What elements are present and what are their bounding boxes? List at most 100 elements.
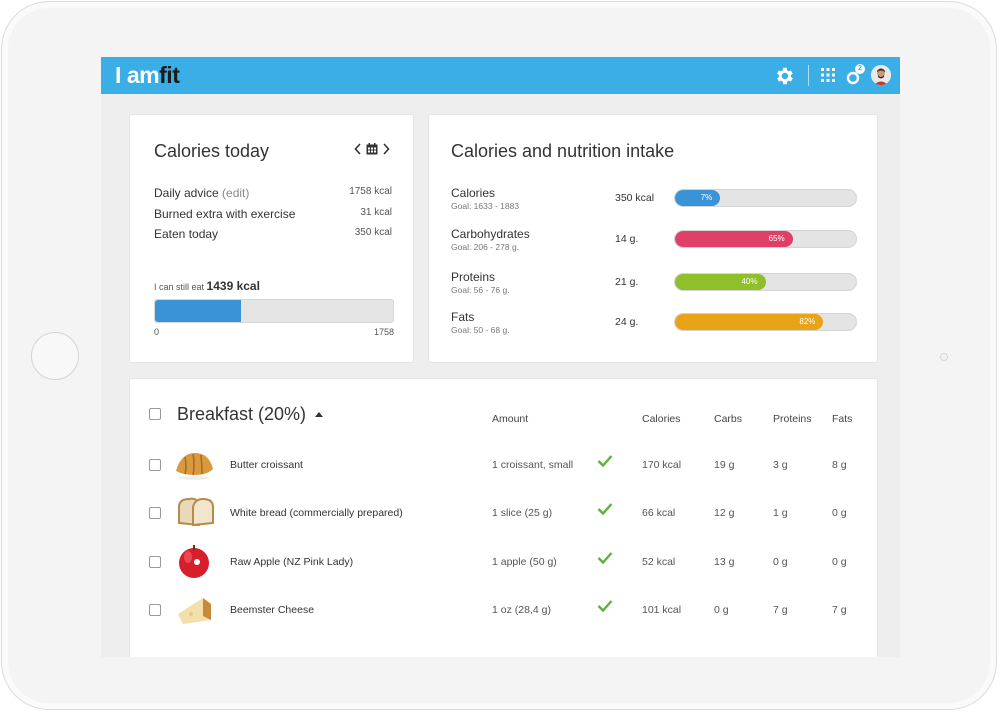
edit-link[interactable]: (edit) bbox=[222, 186, 250, 200]
food-fats: 0 g bbox=[832, 556, 847, 568]
food-proteins: 7 g bbox=[773, 604, 788, 616]
nutrition-row: Proteins Goal: 56 - 76 g. 21 g. 40% bbox=[451, 270, 861, 300]
food-checkbox[interactable] bbox=[149, 556, 161, 568]
food-row[interactable]: Beemster Cheese 1 oz (28,4 g) 101 kcal 0 g 7… bbox=[130, 590, 879, 630]
camera-dot bbox=[940, 353, 948, 361]
nutrient-progress-fill: 7% bbox=[675, 190, 721, 206]
chevron-right-icon[interactable] bbox=[382, 143, 390, 155]
food-checkbox[interactable] bbox=[149, 459, 161, 471]
food-fats: 0 g bbox=[832, 507, 847, 519]
apps-grid-icon[interactable] bbox=[821, 68, 835, 82]
nutrition-intake-card: Calories and nutrition intake Calories Go… bbox=[428, 114, 878, 363]
eaten-row: Eaten today 350 kcal bbox=[154, 227, 392, 241]
food-row[interactable]: Raw Apple (NZ Pink Lady) 1 apple (50 g) 52… bbox=[130, 542, 879, 582]
bread-icon bbox=[173, 493, 215, 531]
food-name[interactable]: Beemster Cheese bbox=[230, 604, 315, 616]
food-checkbox[interactable] bbox=[149, 604, 161, 616]
daily-advice-label: Daily advice bbox=[154, 186, 219, 200]
col-proteins: Proteins bbox=[773, 413, 812, 425]
calories-progress-bar bbox=[154, 299, 394, 323]
col-fats: Fats bbox=[832, 413, 853, 425]
nutrition-row: Fats Goal: 50 - 68 g. 24 g. 82% bbox=[451, 310, 861, 340]
food-carbs: 19 g bbox=[714, 459, 735, 471]
food-carbs: 0 g bbox=[714, 604, 729, 616]
food-row[interactable]: White bread (commercially prepared) 1 sli… bbox=[130, 493, 879, 533]
date-navigation bbox=[354, 143, 390, 155]
daily-advice-row: Daily advice (edit) 1758 kcal bbox=[154, 186, 392, 200]
nutrient-goal: Goal: 50 - 68 g. bbox=[451, 325, 510, 335]
nutrient-progress-fill: 82% bbox=[675, 314, 824, 330]
nutrient-name: Carbohydrates bbox=[451, 227, 530, 241]
nutrient-percent: 40% bbox=[741, 277, 758, 286]
food-amount[interactable]: 1 slice (25 g) bbox=[492, 507, 553, 519]
nutrient-amount: 24 g. bbox=[615, 316, 639, 328]
nutrient-progress-fill: 40% bbox=[675, 274, 766, 290]
food-calories: 66 kcal bbox=[642, 507, 676, 519]
calendar-icon[interactable] bbox=[366, 143, 378, 155]
remaining-calories: I can still eat 1439 kcal bbox=[154, 279, 260, 293]
food-calories: 170 kcal bbox=[642, 459, 682, 471]
food-calories: 52 kcal bbox=[642, 556, 676, 568]
food-calories: 101 kcal bbox=[642, 604, 682, 616]
food-amount[interactable]: 1 croissant, small bbox=[492, 459, 574, 471]
cheese-icon bbox=[173, 590, 215, 628]
home-button[interactable] bbox=[31, 332, 79, 380]
croissant-icon bbox=[173, 445, 215, 483]
nutrient-progress-fill: 65% bbox=[675, 231, 793, 247]
logo-am: am bbox=[126, 62, 160, 88]
eaten-label: Eaten today bbox=[154, 227, 219, 241]
nutrient-progress-bar: 40% bbox=[674, 273, 857, 291]
daily-advice-value: 1758 kcal bbox=[349, 186, 392, 197]
checkmark-icon bbox=[597, 455, 613, 468]
notification-badge: 2 bbox=[855, 64, 865, 74]
nutrition-title: Calories and nutrition intake bbox=[451, 141, 675, 161]
food-checkbox[interactable] bbox=[149, 507, 161, 519]
user-avatar[interactable] bbox=[871, 65, 891, 85]
col-amount: Amount bbox=[492, 413, 529, 425]
nutrient-goal: Goal: 56 - 76 g. bbox=[451, 285, 510, 295]
nutrition-row: Carbohydrates Goal: 206 - 278 g. 14 g. 65% bbox=[451, 227, 861, 257]
notifications-icon[interactable]: 2 bbox=[845, 64, 865, 86]
food-proteins: 1 g bbox=[773, 507, 788, 519]
checkmark-icon bbox=[597, 503, 613, 516]
nutrition-row: Calories Goal: 1633 - 1883 350 kcal 7% bbox=[451, 186, 861, 216]
nutrient-percent: 82% bbox=[799, 317, 816, 326]
food-name[interactable]: White bread (commercially prepared) bbox=[230, 507, 403, 519]
food-name[interactable]: Butter croissant bbox=[230, 459, 303, 471]
checkmark-icon bbox=[597, 600, 613, 613]
calories-progress-fill bbox=[155, 300, 241, 322]
nutrient-name: Calories bbox=[451, 186, 496, 200]
calories-today-card: Calories today Daily advice (edit) 1758 … bbox=[129, 114, 414, 363]
chevron-left-icon[interactable] bbox=[354, 143, 362, 155]
burned-label: Burned extra with exercise bbox=[154, 207, 296, 221]
food-name[interactable]: Raw Apple (NZ Pink Lady) bbox=[230, 556, 354, 568]
remaining-value: 1439 kcal bbox=[206, 279, 260, 293]
food-proteins: 3 g bbox=[773, 459, 788, 471]
nutrient-progress-bar: 65% bbox=[674, 230, 857, 248]
eaten-value: 350 kcal bbox=[354, 227, 392, 238]
meal-title: Breakfast (20%) bbox=[177, 404, 307, 424]
nutrient-amount: 350 kcal bbox=[615, 192, 655, 204]
settings-gear-icon[interactable] bbox=[773, 65, 795, 87]
nutrient-percent: 7% bbox=[700, 193, 713, 202]
food-row[interactable]: Butter croissant 1 croissant, small 170 kc… bbox=[130, 445, 879, 485]
food-amount[interactable]: 1 apple (50 g) bbox=[492, 556, 557, 568]
meal-card: Breakfast (20%) Amount Calories Carbs Pr… bbox=[129, 378, 878, 657]
collapse-caret-icon[interactable] bbox=[315, 412, 323, 417]
nutrient-name: Proteins bbox=[451, 270, 496, 284]
food-proteins: 0 g bbox=[773, 556, 788, 568]
nutrient-progress-bar: 82% bbox=[674, 313, 857, 331]
progress-max: 1758 bbox=[373, 327, 394, 337]
burned-value: 31 kcal bbox=[360, 207, 392, 218]
logo-i: I bbox=[115, 62, 121, 88]
food-amount[interactable]: 1 oz (28,4 g) bbox=[492, 604, 551, 616]
burned-row: Burned extra with exercise 31 kcal bbox=[154, 207, 392, 221]
col-carbs: Carbs bbox=[714, 413, 743, 425]
food-fats: 8 g bbox=[832, 459, 847, 471]
calories-today-title: Calories today bbox=[154, 141, 270, 161]
nutrient-amount: 21 g. bbox=[615, 276, 639, 288]
meal-checkbox[interactable] bbox=[149, 408, 161, 420]
